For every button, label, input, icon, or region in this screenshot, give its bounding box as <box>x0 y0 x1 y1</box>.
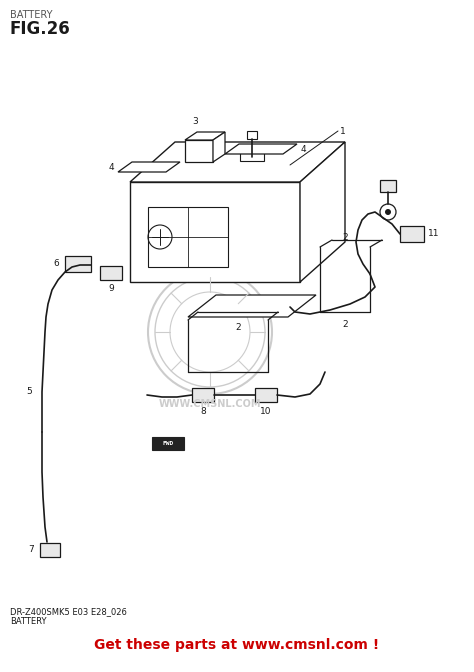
Text: 5: 5 <box>26 388 32 396</box>
Text: 7: 7 <box>28 546 34 554</box>
Text: 2: 2 <box>235 323 241 332</box>
Polygon shape <box>185 132 225 140</box>
Text: 10: 10 <box>260 407 272 416</box>
Circle shape <box>385 209 391 215</box>
Text: 2: 2 <box>342 320 348 329</box>
Polygon shape <box>300 142 345 282</box>
Bar <box>40 543 60 557</box>
Bar <box>380 180 396 192</box>
Bar <box>185 140 213 162</box>
Bar <box>148 207 228 267</box>
Polygon shape <box>213 132 225 162</box>
Polygon shape <box>118 162 180 172</box>
Bar <box>192 388 214 402</box>
Text: Get these parts at www.cmsnl.com !: Get these parts at www.cmsnl.com ! <box>94 638 380 652</box>
Text: 9: 9 <box>108 284 114 293</box>
Text: FIG.26: FIG.26 <box>10 20 71 38</box>
Polygon shape <box>130 142 345 182</box>
Text: WWW.CMSNL.COM: WWW.CMSNL.COM <box>159 399 261 409</box>
Text: 4: 4 <box>301 144 307 153</box>
Bar <box>255 388 277 402</box>
Bar <box>65 256 91 272</box>
Polygon shape <box>188 295 316 317</box>
Bar <box>100 266 122 280</box>
Text: BATTERY: BATTERY <box>10 617 46 626</box>
Polygon shape <box>225 144 297 154</box>
Text: 3: 3 <box>192 117 198 126</box>
Bar <box>247 131 257 139</box>
Bar <box>152 437 184 450</box>
Text: FWD: FWD <box>163 441 173 446</box>
Text: 1: 1 <box>340 128 346 136</box>
Polygon shape <box>130 182 300 282</box>
Text: 8: 8 <box>200 407 206 416</box>
Bar <box>240 149 264 161</box>
Text: DR-Z400SMK5 E03 E28_026: DR-Z400SMK5 E03 E28_026 <box>10 607 127 616</box>
Text: 6: 6 <box>53 259 59 269</box>
Text: 11: 11 <box>428 230 439 239</box>
Text: BATTERY: BATTERY <box>10 10 53 20</box>
Bar <box>400 226 424 242</box>
Text: 4: 4 <box>109 163 114 171</box>
Text: 2: 2 <box>342 233 348 242</box>
